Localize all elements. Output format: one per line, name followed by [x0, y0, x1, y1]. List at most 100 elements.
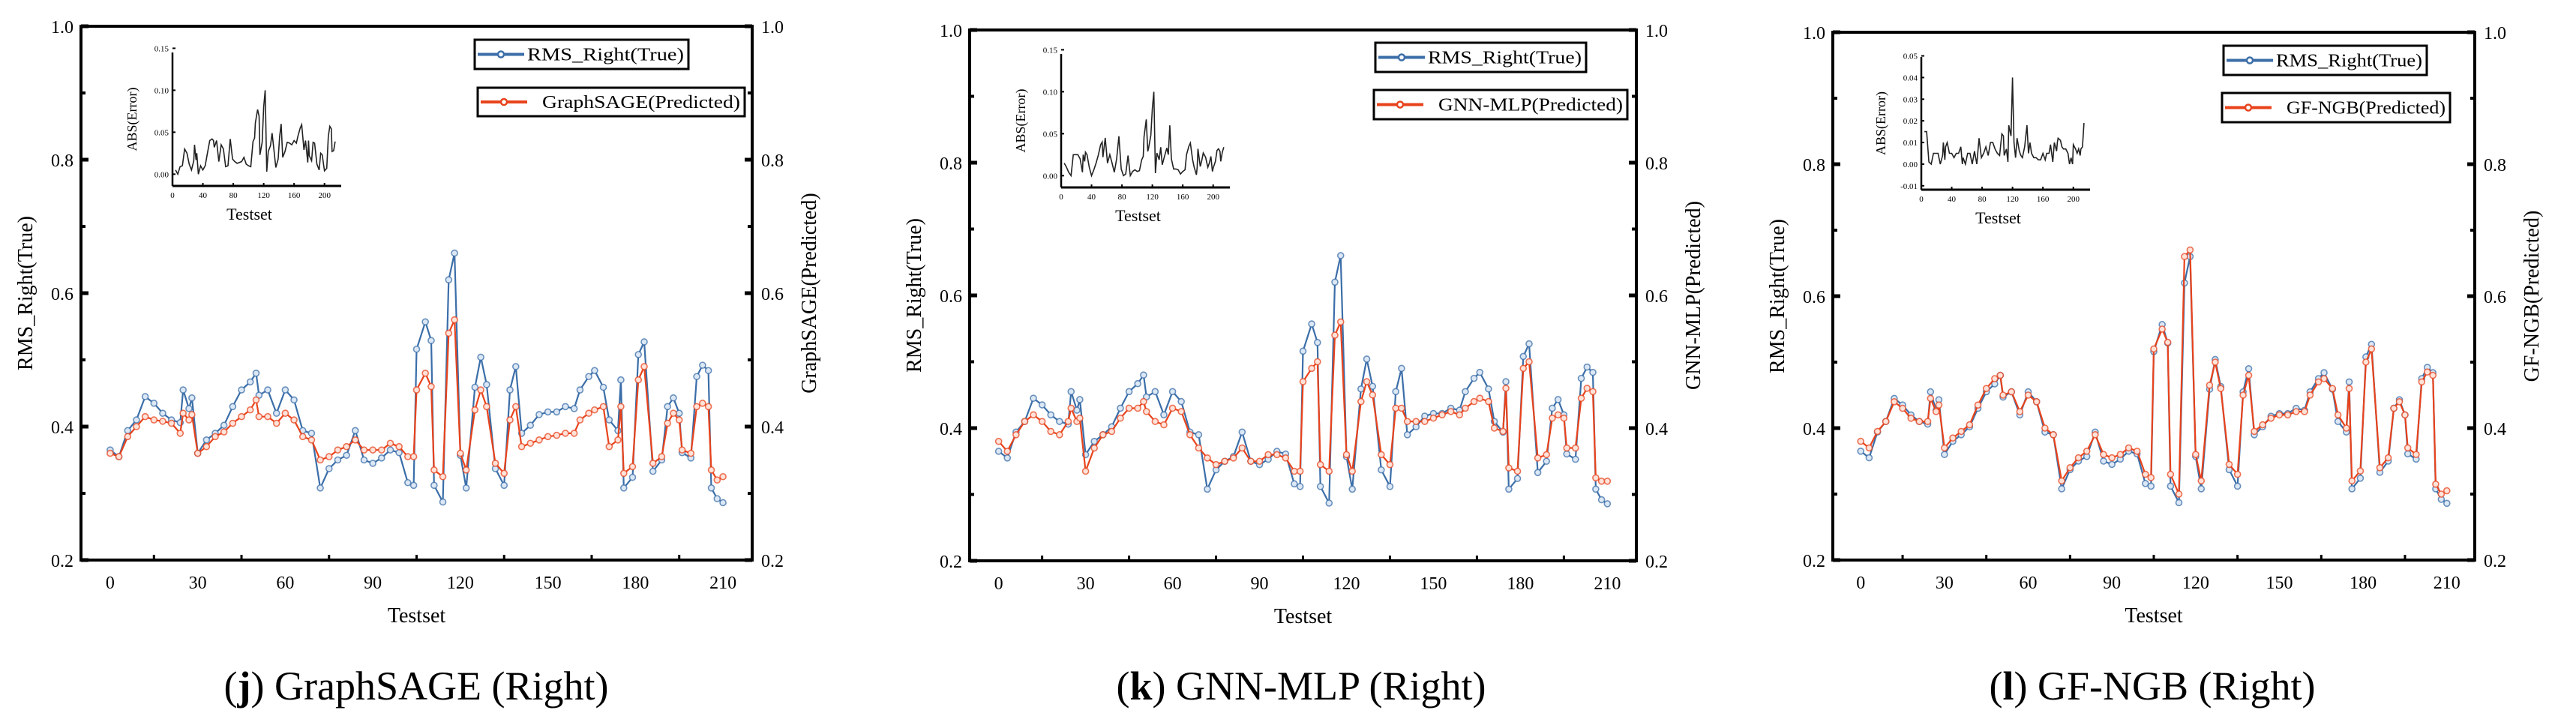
true-series-marker: [535, 411, 543, 418]
predicted-series-marker: [535, 436, 543, 444]
predicted-series-marker: [1873, 427, 1882, 436]
x-tick-label: 150: [535, 574, 562, 593]
true-series-marker: [704, 367, 712, 375]
predicted-series-marker: [693, 403, 700, 411]
inset-y-tick-label: -0.01: [1900, 182, 1918, 191]
predicted-series-marker: [1966, 421, 1974, 429]
true-series-marker: [369, 460, 376, 467]
predicted-series-marker: [617, 403, 625, 411]
x-axis-title: Testset: [1274, 605, 1333, 628]
true-series-marker: [1534, 469, 1542, 477]
true-series-marker: [343, 451, 350, 460]
true-series-marker: [585, 373, 592, 381]
predicted-series-marker: [2167, 470, 2175, 478]
true-series-marker: [188, 394, 196, 402]
true-series-marker: [1572, 455, 1579, 463]
y-tick-label-left: 0.6: [51, 285, 73, 304]
predicted-series-marker: [1560, 414, 1568, 422]
predicted-series-marker: [281, 409, 289, 418]
predicted-series-marker: [2413, 451, 2420, 459]
true-series-marker: [281, 386, 289, 394]
predicted-series-marker: [430, 466, 438, 474]
inset-error-chart: 0.00 0.05 0.10 0.15 0 40 80 120 160 200 ABS(Error)…: [124, 44, 341, 223]
inset-y-title: ABS(Error): [124, 88, 140, 151]
predicted-series-marker: [1996, 371, 2005, 379]
predicted-series-marker: [462, 466, 470, 474]
true-series-marker: [1525, 340, 1533, 348]
legend-swatch-marker: [499, 97, 508, 106]
chart-panel-l: 0.2 0.2 0.4 0.4 0.6 0.6 0.8 0.8 1.0 1.0 0 30 60 90 120…: [1766, 24, 2544, 709]
true-series-marker: [159, 409, 166, 418]
true-series-marker: [2348, 485, 2356, 493]
x-tick-label: 150: [2266, 574, 2293, 593]
predicted-series-marker: [2401, 411, 2409, 419]
legend-item-true: RMS_Right(True): [473, 38, 690, 70]
predicted-series-marker: [1090, 444, 1099, 452]
true-series-marker: [1476, 368, 1484, 376]
predicted-series-marker: [2293, 408, 2300, 415]
y-tick-label-left: 0.8: [1803, 156, 1825, 175]
x-tick-label: 120: [2182, 574, 2209, 593]
true-series-marker: [150, 400, 158, 407]
predicted-series: [994, 318, 1612, 485]
predicted-series-marker: [1117, 414, 1124, 422]
inset-x-tick-label: 120: [1146, 193, 1159, 202]
inset-x-title: Testset: [1975, 208, 2021, 227]
predicted-series-marker: [1462, 404, 1469, 412]
true-series-marker: [1589, 368, 1597, 376]
inset-x-tick-label: 40: [1948, 195, 1957, 204]
true-series-marker: [1160, 411, 1168, 419]
caption-paren: (: [224, 664, 238, 709]
predicted-series-marker: [1229, 454, 1237, 462]
true-series-marker: [229, 403, 237, 411]
predicted-series-marker: [1030, 411, 1037, 419]
true-series-marker: [1204, 485, 1211, 493]
predicted-series-marker: [994, 437, 1003, 445]
plot-frame: [968, 28, 1638, 562]
inset-x-tick-label: 0: [170, 191, 175, 200]
inset-y-title: ABS(Error): [1013, 89, 1029, 153]
predicted-series-marker: [2384, 454, 2392, 462]
true-series-marker: [1363, 355, 1371, 363]
inset-y-tick-label: 0.15: [1043, 46, 1058, 55]
true-series-marker: [2058, 485, 2065, 493]
predicted-series-marker: [1386, 460, 1394, 469]
predicted-series-marker: [427, 382, 435, 391]
predicted-series-marker: [2164, 338, 2172, 346]
y-tick-label-left: 0.8: [940, 154, 962, 174]
predicted-series-marker: [2267, 414, 2275, 422]
true-series-marker: [1177, 397, 1185, 406]
predicted-series-marker: [562, 430, 569, 437]
predicted-series-marker: [1056, 431, 1063, 439]
predicted-series-marker: [229, 419, 237, 427]
inset-y-tick-label: 0.15: [154, 44, 169, 53]
true-series-marker: [707, 484, 715, 492]
predicted-series-marker: [1273, 451, 1281, 459]
inset-y-tick-label: 0.05: [154, 128, 169, 137]
true-series-marker: [1316, 483, 1324, 490]
predicted-series-marker: [2074, 454, 2083, 462]
inset-x-tick-label: 120: [257, 191, 270, 200]
y-tick-label-right: 0.6: [2484, 288, 2506, 307]
panel-caption: (k) GNN-MLP (Right): [1116, 664, 1486, 709]
inset-x-tick-label: 80: [229, 191, 238, 200]
true-series-marker: [1563, 450, 1571, 458]
true-series-marker: [1038, 401, 1046, 409]
true-series-marker: [1603, 500, 1612, 508]
predicted-series-marker: [1982, 385, 1990, 393]
predicted-series-marker: [2362, 358, 2370, 366]
predicted-series-marker: [1519, 364, 1528, 373]
predicted-series-marker: [1363, 378, 1371, 385]
x-tick-label: 210: [2434, 574, 2461, 593]
inset-y-tick-label: 0.05: [1903, 52, 1918, 61]
predicted-series-line: [997, 321, 1608, 482]
predicted-series-marker: [202, 442, 211, 451]
true-series-marker: [2233, 482, 2242, 490]
true-series-marker: [576, 386, 584, 394]
predicted-series-marker: [1064, 418, 1072, 425]
inset-error-chart: 0.00 0.05 0.10 0.15 0 40 80 120 160 200 ABS(Error)…: [1013, 46, 1230, 225]
predicted-series-marker: [491, 460, 499, 467]
predicted-series-marker: [2429, 371, 2437, 379]
predicted-series-marker: [1308, 364, 1315, 373]
predicted-series-marker: [719, 472, 727, 481]
